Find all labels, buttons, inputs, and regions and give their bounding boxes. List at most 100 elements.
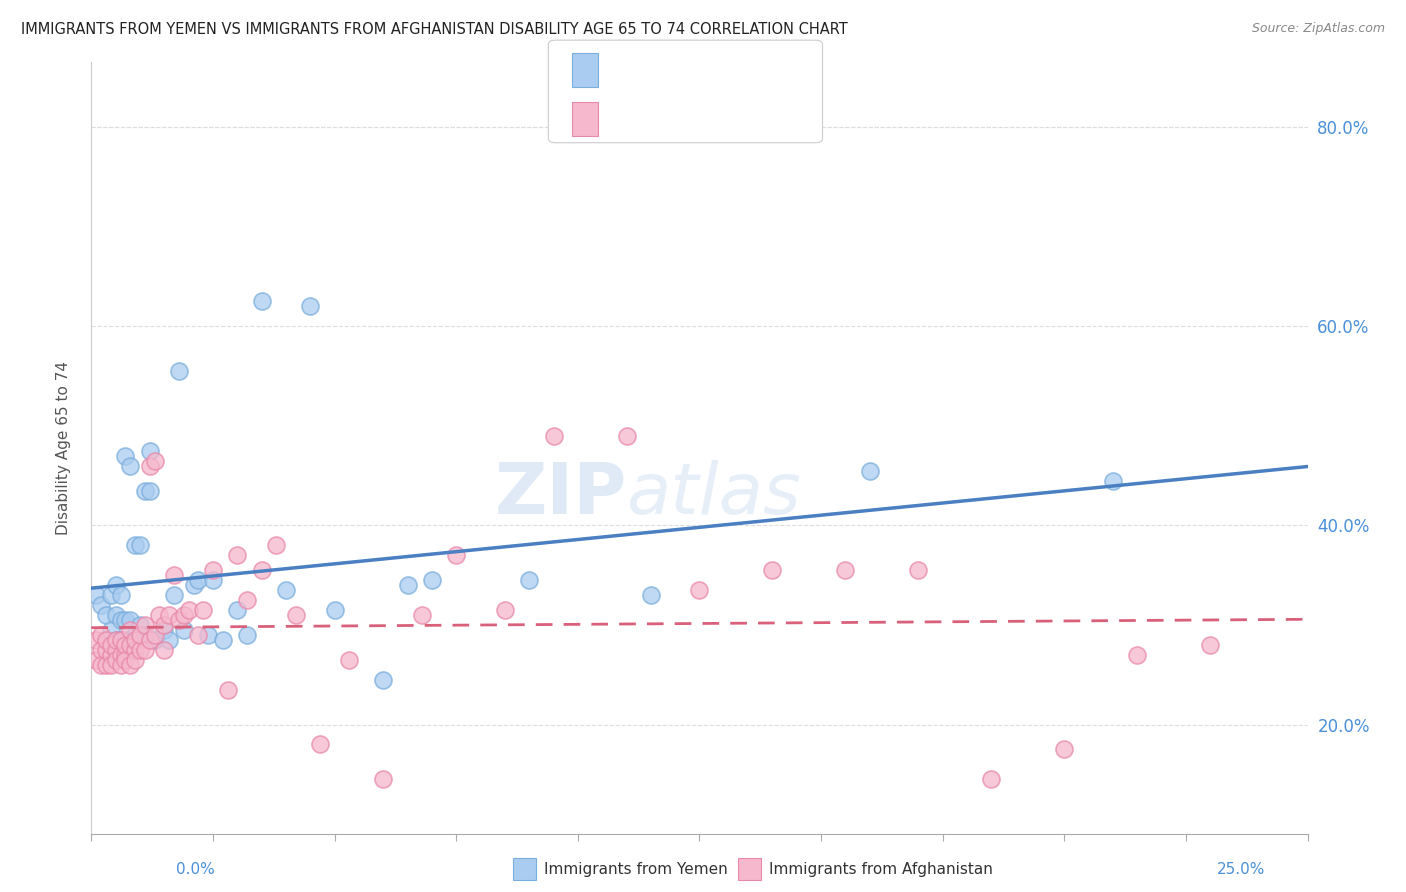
Point (1102, 474, 1125, 488)
Text: ZIP: ZIP (495, 460, 627, 529)
Point (1126, 648, 1149, 662)
Point (120, 638, 142, 652)
Point (284, 607, 307, 622)
Point (193, 603, 215, 617)
Point (834, 563, 856, 577)
Point (110, 648, 132, 662)
Point (139, 483, 162, 498)
Text: 67: 67 (742, 106, 765, 124)
Point (114, 638, 136, 652)
Point (299, 299, 322, 313)
Point (120, 657, 142, 672)
Point (163, 568, 186, 582)
Point (309, 738, 332, 752)
Point (907, 563, 929, 577)
Y-axis label: Disability Age 65 to 74: Disability Age 65 to 74 (56, 361, 70, 535)
Point (94, 643, 117, 657)
Text: 49: 49 (742, 57, 766, 75)
Point (124, 538, 146, 552)
Point (100, 638, 122, 652)
Point (226, 603, 249, 617)
Point (90, 657, 112, 672)
Point (90, 628, 112, 642)
Point (143, 628, 166, 642)
Point (134, 618, 156, 632)
Point (94, 607, 117, 622)
Point (396, 578, 419, 592)
Point (139, 632, 162, 647)
Point (120, 623, 142, 637)
Point (157, 632, 180, 647)
Text: N =: N = (693, 106, 741, 124)
Point (104, 632, 127, 647)
Text: R =: R = (609, 106, 645, 124)
Point (167, 613, 190, 627)
Point (217, 682, 239, 697)
Point (104, 643, 127, 657)
Point (104, 578, 127, 592)
Point (148, 607, 170, 622)
Point (153, 643, 176, 657)
Point (100, 588, 122, 602)
Text: Immigrants from Afghanistan: Immigrants from Afghanistan (769, 863, 993, 877)
Point (129, 628, 152, 642)
Point (250, 563, 273, 577)
Point (444, 548, 467, 562)
Point (373, 772, 395, 787)
Point (124, 632, 146, 647)
Text: Immigrants from Yemen: Immigrants from Yemen (544, 863, 728, 877)
Point (859, 464, 882, 478)
Point (153, 618, 176, 632)
Point (110, 613, 132, 627)
Text: R =: R = (609, 57, 645, 75)
Point (640, 588, 662, 602)
Point (153, 623, 176, 637)
Point (104, 632, 127, 647)
Point (420, 573, 443, 587)
Point (134, 483, 156, 498)
Point (100, 648, 122, 662)
Point (494, 603, 516, 617)
Point (250, 294, 273, 309)
Point (411, 607, 433, 622)
Point (226, 548, 249, 562)
Point (124, 628, 146, 642)
Point (1053, 742, 1076, 756)
Point (177, 603, 200, 617)
Point (173, 623, 195, 637)
Text: N =: N = (693, 57, 741, 75)
Point (163, 588, 186, 602)
Point (94, 657, 117, 672)
Text: 0.0%: 0.0% (176, 863, 215, 877)
Point (114, 653, 136, 667)
Point (120, 458, 142, 473)
Point (110, 632, 132, 647)
Text: Source: ZipAtlas.com: Source: ZipAtlas.com (1251, 22, 1385, 36)
Point (134, 628, 156, 642)
Point (187, 628, 209, 642)
Point (134, 643, 156, 657)
Text: 0.398: 0.398 (640, 106, 692, 124)
Point (124, 653, 146, 667)
Point (187, 573, 209, 587)
Point (183, 578, 205, 592)
Point (688, 583, 710, 598)
Point (211, 632, 233, 647)
Point (90, 598, 112, 612)
Point (337, 653, 360, 667)
Point (373, 673, 395, 687)
Point (517, 573, 540, 587)
Point (264, 538, 287, 552)
Point (90, 643, 112, 657)
Point (124, 643, 146, 657)
Text: 25.0%: 25.0% (1218, 863, 1265, 877)
Point (173, 607, 195, 622)
Point (104, 653, 127, 667)
Text: atlas: atlas (627, 460, 801, 529)
Point (100, 623, 122, 637)
Point (236, 628, 259, 642)
Point (129, 538, 152, 552)
Point (129, 618, 152, 632)
Point (110, 657, 132, 672)
Point (84, 653, 107, 667)
